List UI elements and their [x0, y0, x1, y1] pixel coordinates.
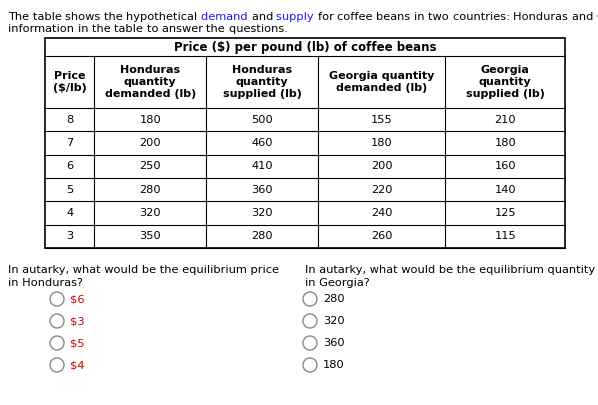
Text: the: the: [91, 24, 114, 34]
Text: 115: 115: [495, 231, 516, 241]
Text: 320: 320: [251, 208, 273, 218]
Text: countries:: countries:: [453, 12, 513, 22]
Text: $6: $6: [70, 294, 84, 304]
Text: 260: 260: [371, 231, 392, 241]
Text: the: the: [206, 24, 229, 34]
Text: 155: 155: [371, 115, 392, 125]
Text: 7: 7: [66, 138, 74, 148]
Text: 210: 210: [495, 115, 516, 125]
Text: $5: $5: [70, 338, 85, 348]
Text: hypothetical: hypothetical: [127, 12, 202, 22]
Text: 240: 240: [371, 208, 392, 218]
Text: Honduras: Honduras: [513, 12, 572, 22]
Text: 360: 360: [251, 185, 273, 195]
Text: 200: 200: [371, 161, 392, 171]
Text: in: in: [78, 24, 91, 34]
Text: two: two: [428, 12, 453, 22]
Text: 320: 320: [139, 208, 161, 218]
Text: 220: 220: [371, 185, 392, 195]
Text: In autarky, what would be the equilibrium quantity: In autarky, what would be the equilibriu…: [305, 265, 595, 275]
Text: 6: 6: [66, 161, 74, 171]
Text: In autarky, what would be the equilibrium price: In autarky, what would be the equilibriu…: [8, 265, 279, 275]
Text: 140: 140: [495, 185, 516, 195]
Text: 180: 180: [371, 138, 392, 148]
Text: $3: $3: [70, 316, 85, 326]
Text: The: The: [8, 12, 33, 22]
Bar: [45, 38, 565, 248]
Text: answer: answer: [161, 24, 206, 34]
Text: Georgia
quantity
supplied (lb): Georgia quantity supplied (lb): [466, 65, 545, 98]
Text: table: table: [114, 24, 147, 34]
Text: in: in: [414, 12, 428, 22]
Text: 250: 250: [139, 161, 161, 171]
Text: 280: 280: [251, 231, 273, 241]
Text: 8: 8: [66, 115, 74, 125]
Text: 280: 280: [323, 294, 344, 304]
Text: 410: 410: [251, 161, 273, 171]
Text: table: table: [33, 12, 65, 22]
Text: 160: 160: [495, 161, 516, 171]
Text: 200: 200: [139, 138, 161, 148]
Text: 180: 180: [139, 115, 161, 125]
Text: 280: 280: [139, 185, 161, 195]
Text: 350: 350: [139, 231, 161, 241]
Text: information: information: [8, 24, 78, 34]
Text: in Honduras?: in Honduras?: [8, 278, 83, 288]
Text: Price ($) per pound (lb) of coffee beans: Price ($) per pound (lb) of coffee beans: [174, 40, 437, 53]
Text: Georgia quantity
demanded (lb): Georgia quantity demanded (lb): [329, 71, 434, 93]
Text: and: and: [572, 12, 597, 22]
Text: 360: 360: [323, 338, 344, 348]
Text: 460: 460: [251, 138, 273, 148]
Text: and: and: [252, 12, 276, 22]
Text: Price
($/lb): Price ($/lb): [53, 71, 87, 93]
Text: to: to: [147, 24, 161, 34]
Text: for: for: [318, 12, 337, 22]
Text: 180: 180: [495, 138, 516, 148]
Text: 180: 180: [323, 360, 345, 370]
Text: coffee: coffee: [337, 12, 376, 22]
Text: the: the: [104, 12, 127, 22]
Text: 3: 3: [66, 231, 74, 241]
Text: demand: demand: [202, 12, 252, 22]
Text: 4: 4: [66, 208, 74, 218]
Text: beans: beans: [376, 12, 414, 22]
Text: in Georgia?: in Georgia?: [305, 278, 370, 288]
Text: Georgia.: Georgia.: [597, 12, 598, 22]
Text: Honduras
quantity
supplied (lb): Honduras quantity supplied (lb): [222, 65, 301, 98]
Text: $4: $4: [70, 360, 84, 370]
Text: 5: 5: [66, 185, 74, 195]
Text: supply: supply: [276, 12, 318, 22]
Text: Honduras
quantity
demanded (lb): Honduras quantity demanded (lb): [105, 65, 196, 98]
Text: 125: 125: [495, 208, 516, 218]
Text: shows: shows: [65, 12, 104, 22]
Text: questions.: questions.: [229, 24, 291, 34]
Text: 500: 500: [251, 115, 273, 125]
Text: 320: 320: [323, 316, 344, 326]
